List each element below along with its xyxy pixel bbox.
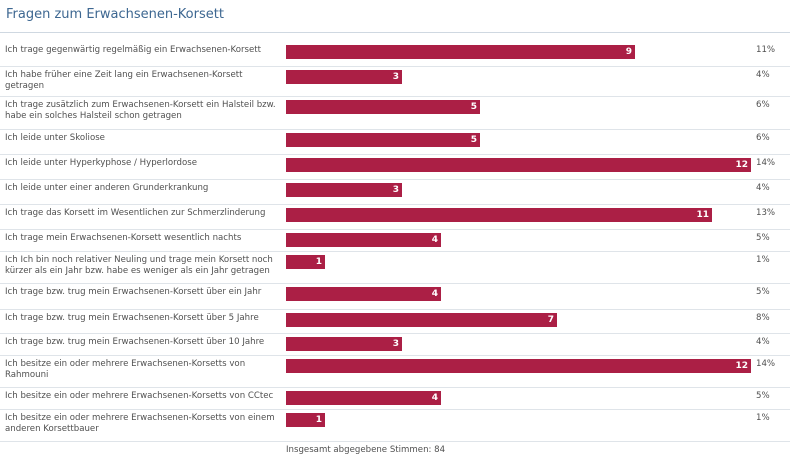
poll-option-row: Ich trage bzw. trug mein Erwachsenen-Kor… (0, 310, 790, 334)
vote-percent: 5% (756, 233, 770, 243)
vote-percent: 5% (756, 391, 770, 401)
poll-option-label: Ich trage bzw. trug mein Erwachsenen-Kor… (5, 337, 265, 347)
poll-option-row: Ich besitze ein oder mehrere Erwachsenen… (0, 410, 790, 442)
poll-title: Fragen zum Erwachsenen-Korsett (6, 7, 224, 22)
vote-bar: 3 (286, 337, 402, 351)
vote-bar: 4 (286, 233, 441, 247)
poll-option-row: Ich leide unter Hyperkyphose / Hyperlord… (0, 155, 790, 180)
poll-option-row: Ich leide unter einer anderen Grunderkra… (0, 180, 790, 205)
poll-option-label: Ich besitze ein oder mehrere Erwachsenen… (5, 391, 274, 401)
poll-option-row: Ich trage das Korsett im Wesentlichen zu… (0, 205, 790, 230)
vote-count: 3 (392, 339, 399, 349)
poll-option-label: Ich trage bzw. trug mein Erwachsenen-Kor… (5, 313, 259, 323)
vote-count: 5 (470, 102, 477, 112)
poll-option-row: Ich trage zusätzlich zum Erwachsenen-Kor… (0, 97, 790, 130)
vote-percent: 8% (756, 313, 770, 323)
vote-percent: 1% (756, 413, 770, 423)
vote-count: 3 (392, 72, 399, 82)
vote-percent: 1% (756, 255, 770, 265)
vote-bar: 5 (286, 100, 480, 114)
poll-option-label: Ich leide unter Skoliose (5, 133, 105, 143)
poll-option-label: Ich habe früher eine Zeit lang ein Erwac… (5, 70, 243, 91)
poll-option-row: Ich habe früher eine Zeit lang ein Erwac… (0, 67, 790, 97)
vote-percent: 6% (756, 133, 770, 143)
title-divider (0, 32, 790, 33)
vote-percent: 4% (756, 337, 770, 347)
poll-option-label: Ich trage mein Erwachsenen-Korsett wesen… (5, 233, 242, 243)
vote-count: 12 (735, 361, 748, 371)
vote-count: 5 (470, 135, 477, 145)
vote-bar: 7 (286, 313, 557, 327)
vote-count: 12 (735, 160, 748, 170)
vote-bar: 1 (286, 255, 325, 269)
vote-count: 11 (696, 210, 709, 220)
vote-percent: 13% (756, 208, 776, 218)
vote-percent: 6% (756, 100, 770, 110)
poll-option-row: Ich trage bzw. trug mein Erwachsenen-Kor… (0, 284, 790, 310)
vote-count: 7 (547, 315, 554, 325)
vote-bar: 3 (286, 70, 402, 84)
vote-percent: 14% (756, 158, 776, 168)
poll-option-label: Ich besitze ein oder mehrere Erwachsenen… (5, 413, 275, 434)
poll-option-label: Ich leide unter Hyperkyphose / Hyperlord… (5, 158, 197, 168)
vote-count: 4 (431, 289, 438, 299)
poll-option-row: Ich trage mein Erwachsenen-Korsett wesen… (0, 230, 790, 252)
poll-option-label: Ich leide unter einer anderen Grunderkra… (5, 183, 209, 193)
poll-option-label: Ich besitze ein oder mehrere Erwachsenen… (5, 359, 246, 380)
vote-bar: 9 (286, 45, 635, 59)
vote-percent: 14% (756, 359, 776, 369)
vote-bar: 12 (286, 359, 751, 373)
vote-bar: 4 (286, 287, 441, 301)
vote-percent: 4% (756, 183, 770, 193)
vote-percent: 5% (756, 287, 770, 297)
poll-option-row: Ich leide unter Skoliose 5 6% (0, 130, 790, 155)
vote-bar: 4 (286, 391, 441, 405)
vote-bar: 12 (286, 158, 751, 172)
vote-percent: 4% (756, 70, 770, 80)
vote-count: 9 (625, 47, 632, 57)
poll-option-label: Ich trage zusätzlich zum Erwachsenen-Kor… (5, 100, 276, 121)
vote-percent: 11% (756, 45, 776, 55)
poll-option-row: Ich trage gegenwärtig regelmäßig ein Erw… (0, 42, 790, 67)
vote-count: 1 (315, 257, 322, 267)
vote-bar: 1 (286, 413, 325, 427)
total-votes: Insgesamt abgegebene Stimmen: 84 (286, 445, 446, 455)
vote-bar: 5 (286, 133, 480, 147)
poll-option-row: Ich besitze ein oder mehrere Erwachsenen… (0, 388, 790, 410)
vote-count: 4 (431, 235, 438, 245)
poll-option-row: Ich Ich bin noch relativer Neuling und t… (0, 252, 790, 284)
poll-option-label: Ich Ich bin noch relativer Neuling und t… (5, 255, 273, 276)
poll-option-label: Ich trage das Korsett im Wesentlichen zu… (5, 208, 266, 218)
poll-option-label: Ich trage gegenwärtig regelmäßig ein Erw… (5, 45, 261, 55)
poll-option-row: Ich trage bzw. trug mein Erwachsenen-Kor… (0, 334, 790, 356)
poll-option-label: Ich trage bzw. trug mein Erwachsenen-Kor… (5, 287, 262, 297)
vote-count: 3 (392, 185, 399, 195)
vote-bar: 3 (286, 183, 402, 197)
vote-bar: 11 (286, 208, 712, 222)
vote-count: 4 (431, 393, 438, 403)
vote-count: 1 (315, 415, 322, 425)
poll-option-row: Ich besitze ein oder mehrere Erwachsenen… (0, 356, 790, 388)
